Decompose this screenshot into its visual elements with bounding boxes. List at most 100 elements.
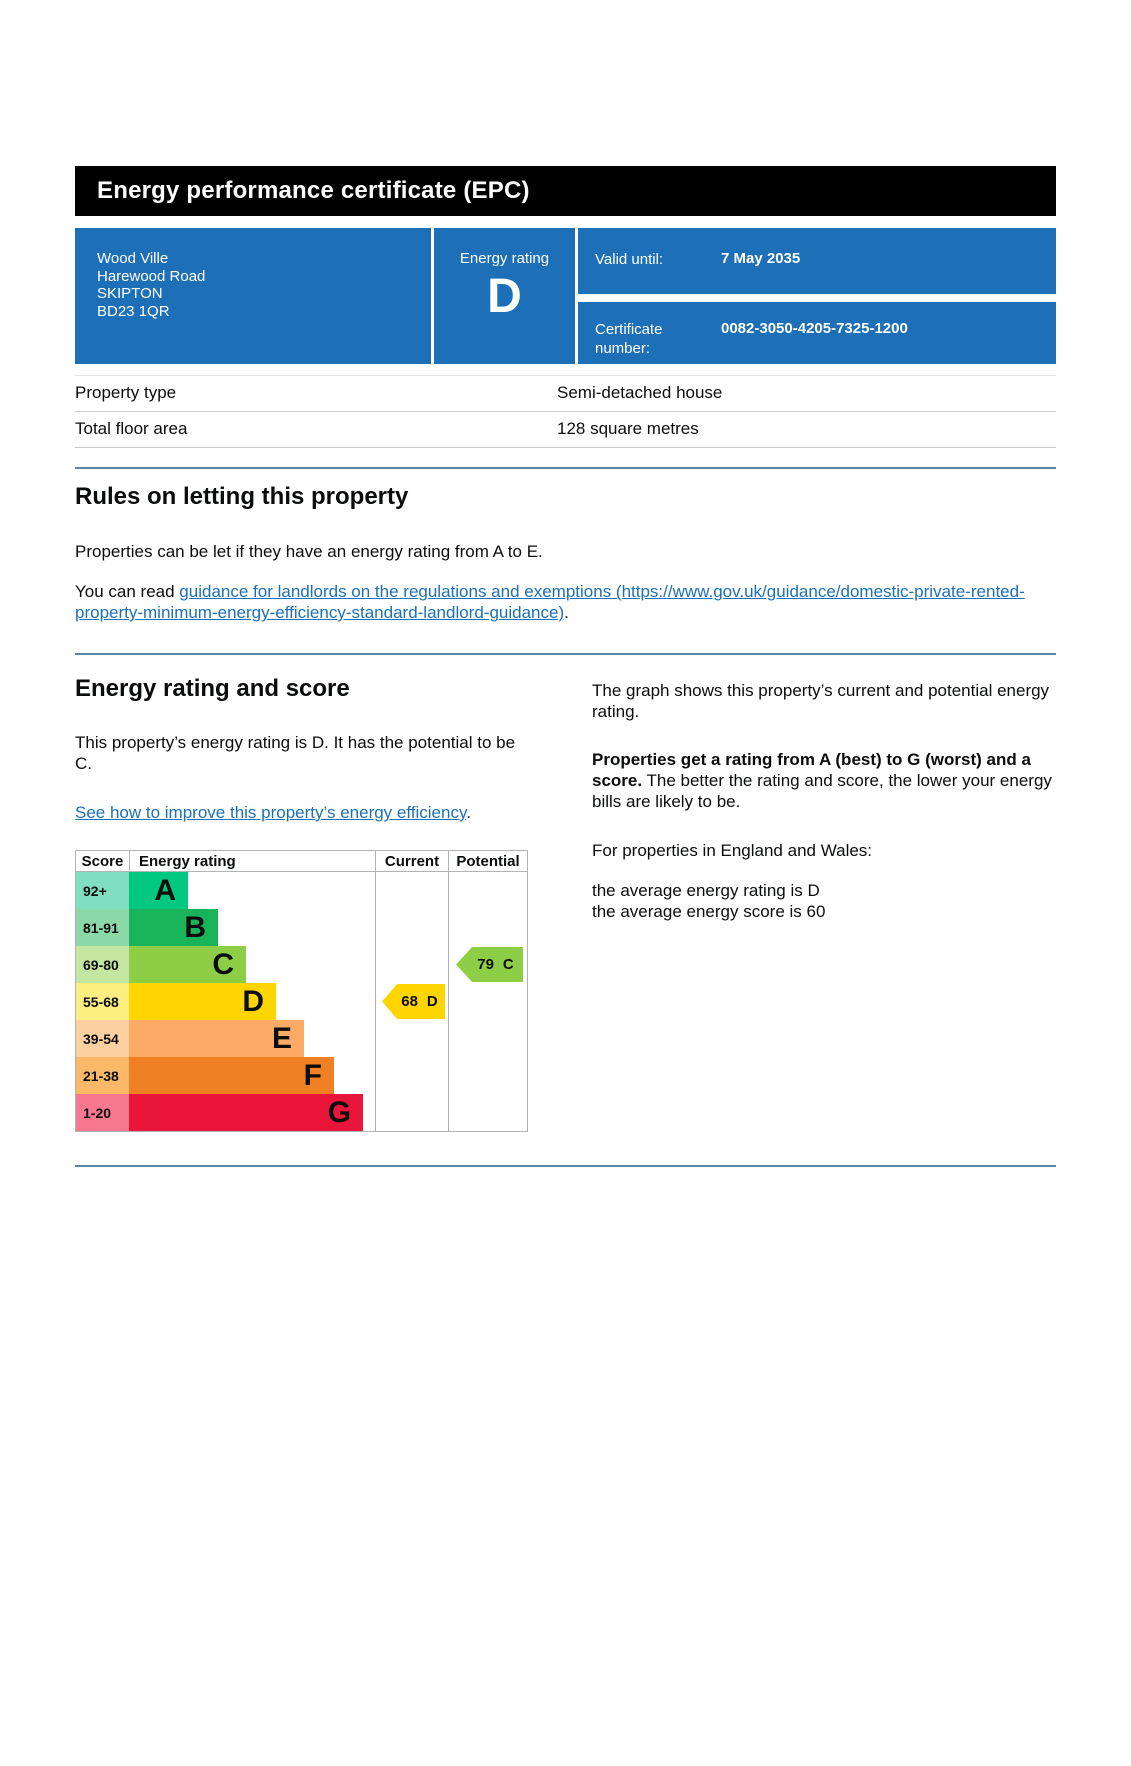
band-score-range: 92+ xyxy=(76,872,129,909)
band-score-range: 21-38 xyxy=(76,1057,129,1094)
band-bar: A xyxy=(129,872,188,909)
chart-header-current: Current xyxy=(375,851,448,871)
band-score-range: 55-68 xyxy=(76,983,129,1020)
current-column-cell xyxy=(375,1020,448,1057)
band-score-range: 69-80 xyxy=(76,946,129,983)
section-divider xyxy=(75,467,1056,469)
table-row: Property type Semi-detached house xyxy=(75,376,1056,412)
band-bar-zone: E xyxy=(129,1020,375,1057)
letting-rules-section: Rules on letting this property Propertie… xyxy=(75,483,1056,623)
band-bar: E xyxy=(129,1020,304,1057)
average-score-line: the average energy score is 60 xyxy=(592,902,826,921)
letting-guidance-suffix: . xyxy=(564,603,569,622)
energy-rating-section: Energy rating and score This property’s … xyxy=(75,675,1056,1132)
england-wales-paragraph: For properties in England and Wales: xyxy=(592,841,873,860)
band-score-range: 39-54 xyxy=(76,1020,129,1057)
band-bar-zone: A xyxy=(129,872,375,909)
band-bar: G xyxy=(129,1094,363,1131)
letting-rules-heading: Rules on letting this property xyxy=(75,483,409,510)
current-rating-arrow: 68 D xyxy=(382,984,445,1019)
current-letter: D xyxy=(426,993,438,1010)
landlord-guidance-link[interactable]: guidance for landlords on the regulation… xyxy=(75,582,1025,622)
page-container: Energy performance certificate (EPC) Woo… xyxy=(75,166,1056,1167)
valid-until-row: Valid until: 7 May 2035 xyxy=(578,228,1056,294)
floor-area-value: 128 square metres xyxy=(557,419,699,438)
band-letter: D xyxy=(242,984,264,1018)
property-address: Wood Ville Harewood Road SKIPTON BD23 1Q… xyxy=(75,228,431,364)
band-bar-zone: D xyxy=(129,983,375,1020)
valid-until-value: 7 May 2035 xyxy=(721,250,801,267)
current-column-cell xyxy=(375,1057,448,1094)
letting-guidance-prefix: You can read xyxy=(75,582,180,601)
letting-guidance-paragraph: You can read guidance for landlords on t… xyxy=(75,581,1056,623)
band-score-range: 81-91 xyxy=(76,909,129,946)
potential-column-cell xyxy=(448,946,527,983)
floor-area-label: Total floor area xyxy=(75,419,188,438)
chart-header-rating: Energy rating xyxy=(129,851,375,871)
energy-rating-right-column: The graph shows this property’s current … xyxy=(592,675,1056,1132)
current-column-cell xyxy=(375,983,448,1020)
address-line-4: BD23 1QR xyxy=(97,302,170,320)
band-letter: C xyxy=(212,947,234,981)
table-row: Total floor area 128 square metres xyxy=(75,412,1056,448)
property-facts-table: Property type Semi-detached house Total … xyxy=(75,375,1056,448)
page-title: Energy performance certificate (EPC) xyxy=(97,177,530,204)
chart-body: 92+ A 81-91 B xyxy=(76,872,527,1131)
band-row-f: 21-38 F xyxy=(76,1057,527,1094)
rating-scale-paragraph: Properties get a rating from A (best) to… xyxy=(592,749,1056,812)
property-type-label: Property type xyxy=(75,383,177,402)
letting-rules-paragraph: Properties can be let if they have an en… xyxy=(75,542,543,561)
current-column-cell xyxy=(375,946,448,983)
potential-column-cell xyxy=(448,872,527,909)
certificate-number-row: Certificate number: 0082-3050-4205-7325-… xyxy=(578,302,1056,364)
certificate-title-bar: Energy performance certificate (EPC) xyxy=(75,166,1056,216)
energy-rating-heading: Energy rating and score xyxy=(75,675,350,702)
band-row-a: 92+ A xyxy=(76,872,527,909)
graph-explainer-paragraph: The graph shows this property’s current … xyxy=(592,681,1050,721)
band-row-b: 81-91 B xyxy=(76,909,527,946)
potential-column-cell xyxy=(448,1094,527,1131)
potential-rating-arrow: 79 C xyxy=(456,947,523,982)
band-row-e: 39-54 E xyxy=(76,1020,527,1057)
band-bar-zone: B xyxy=(129,909,375,946)
improve-paragraph: See how to improve this property’s energ… xyxy=(75,802,530,823)
certificate-meta-column: Valid until: 7 May 2035 Certificate numb… xyxy=(578,228,1056,364)
energy-rating-left-column: Energy rating and score This property’s … xyxy=(75,675,530,1132)
improve-link-suffix: . xyxy=(466,803,471,822)
band-bar-zone: C xyxy=(129,946,375,983)
energy-rating-label: Energy rating xyxy=(459,250,550,267)
chart-header-score: Score xyxy=(81,852,124,870)
improve-efficiency-link[interactable]: See how to improve this property’s energ… xyxy=(75,803,467,822)
band-letter: F xyxy=(303,1058,322,1092)
potential-letter: C xyxy=(502,956,514,973)
current-column-cell xyxy=(375,1094,448,1131)
band-letter: B xyxy=(184,910,206,944)
band-bar-zone: G xyxy=(129,1094,375,1131)
band-letter: E xyxy=(271,1021,292,1055)
energy-rating-value: D xyxy=(487,270,522,323)
rating-summary-paragraph: This property’s energy rating is D. It h… xyxy=(75,733,516,773)
potential-column-cell xyxy=(448,1057,527,1094)
certificate-number-value: 0082-3050-4205-7325-1200 xyxy=(721,320,908,337)
potential-score: 79 xyxy=(477,956,494,973)
current-score: 68 xyxy=(401,993,418,1010)
band-bar: B xyxy=(129,909,218,946)
rating-scale-bold: Properties get a rating from A (best) to… xyxy=(592,750,1031,790)
band-letter: G xyxy=(327,1095,351,1129)
epc-rating-chart: Score Energy rating Current Potential 92… xyxy=(75,850,528,1132)
section-divider xyxy=(75,1165,1056,1167)
band-bar: C xyxy=(129,946,246,983)
address-line-1: Wood Ville xyxy=(97,250,169,267)
average-rating-line: the average energy rating is D xyxy=(592,881,820,900)
potential-column-cell xyxy=(448,1020,527,1057)
summary-panel: Wood Ville Harewood Road SKIPTON BD23 1Q… xyxy=(75,228,1056,364)
band-score-range: 1-20 xyxy=(76,1094,129,1131)
property-type-value: Semi-detached house xyxy=(557,383,723,402)
band-letter: A xyxy=(154,873,176,907)
address-line-3: SKIPTON xyxy=(97,285,163,302)
valid-until-label: Valid until: xyxy=(595,251,664,268)
chart-header-row: Score Energy rating Current Potential xyxy=(76,851,527,872)
band-bar: F xyxy=(129,1057,334,1094)
energy-rating-cell: Energy rating D xyxy=(434,228,575,364)
section-divider xyxy=(75,653,1056,655)
